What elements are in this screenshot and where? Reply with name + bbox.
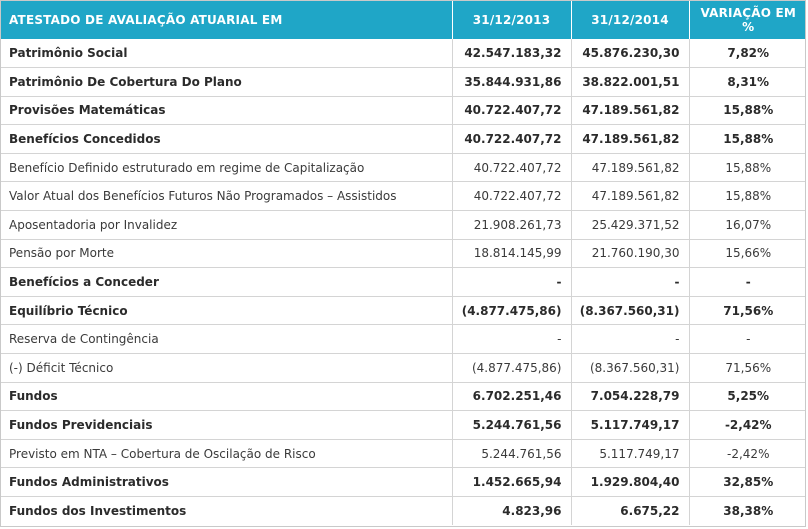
value-2014: 21.760.190,30: [571, 239, 690, 269]
table-row: Benefícios a Conceder - - -: [1, 267, 805, 297]
row-label: Provisões Matemáticas: [1, 96, 453, 126]
variation-percent: 15,88%: [689, 153, 805, 183]
table-row: Patrimônio Social 42.547.183,32 45.876.230…: [1, 39, 805, 69]
value-2014: (8.367.560,31): [571, 296, 690, 326]
variation-percent: 15,66%: [689, 239, 805, 269]
value-2013: 6.702.251,46: [452, 382, 572, 412]
row-label: Aposentadoria por Invalidez: [1, 210, 453, 240]
variation-percent: 71,56%: [689, 353, 805, 383]
row-label: Fundos: [1, 382, 453, 412]
value-2014: 7.054.228,79: [571, 382, 690, 412]
table-row: Patrimônio De Cobertura Do Plano 35.844.9…: [1, 67, 805, 97]
value-2014: -: [571, 267, 690, 297]
table-row: Aposentadoria por Invalidez 21.908.261,73…: [1, 210, 805, 240]
row-label: Previsto em NTA – Cobertura de Oscilação…: [1, 439, 453, 469]
value-2014: (8.367.560,31): [571, 353, 690, 383]
value-2013: 40.722.407,72: [452, 153, 572, 183]
row-label: Fundos Administrativos: [1, 467, 453, 497]
value-2013: 18.814.145,99: [452, 239, 572, 269]
header-row: ATESTADO DE AVALIAÇÃO ATUARIAL EM 31/12/…: [1, 1, 805, 39]
value-2013: 5.244.761,56: [452, 439, 572, 469]
table-row: Benefício Definido estruturado em regime…: [1, 153, 805, 183]
table-row: Pensão por Morte 18.814.145,99 21.760.190,…: [1, 239, 805, 269]
value-2013: 1.452.665,94: [452, 467, 572, 497]
variation-percent: 7,82%: [689, 39, 805, 69]
header-2013: 31/12/2013: [452, 1, 572, 39]
value-2014: 47.189.561,82: [571, 181, 690, 212]
table-row: Previsto em NTA – Cobertura de Oscilação…: [1, 439, 805, 469]
row-label: Pensão por Morte: [1, 239, 453, 269]
variation-percent: 15,88%: [689, 181, 805, 212]
variation-percent: -: [689, 324, 805, 355]
value-2013: 40.722.407,72: [452, 96, 572, 126]
header-variation: VARIAÇÃO EM %: [689, 1, 805, 39]
value-2013: 40.722.407,72: [452, 181, 572, 212]
variation-percent: 8,31%: [689, 67, 805, 97]
row-label: Equilíbrio Técnico: [1, 296, 453, 326]
value-2013: (4.877.475,86): [452, 353, 572, 383]
table-row: Fundos Previdenciais 5.244.761,56 5.117.74…: [1, 410, 805, 440]
value-2013: 21.908.261,73: [452, 210, 572, 240]
row-label: Reserva de Contingência: [1, 324, 453, 355]
row-label: Benefícios Concedidos: [1, 124, 453, 154]
value-2013: 42.547.183,32: [452, 39, 572, 69]
header-2014: 31/12/2014: [571, 1, 690, 39]
value-2014: 1.929.804,40: [571, 467, 690, 497]
table-row: Benefícios Concedidos 40.722.407,72 47.189…: [1, 124, 805, 154]
variation-percent: -2,42%: [689, 410, 805, 440]
value-2013: 35.844.931,86: [452, 67, 572, 97]
table-header: ATESTADO DE AVALIAÇÃO ATUARIAL EM 31/12/…: [1, 1, 805, 39]
row-label: (-) Déficit Técnico: [1, 353, 453, 383]
value-2013: 5.244.761,56: [452, 410, 572, 440]
row-label: Valor Atual dos Benefícios Futuros Não P…: [1, 181, 453, 212]
variation-percent: 15,88%: [689, 124, 805, 154]
row-label: Patrimônio De Cobertura Do Plano: [1, 67, 453, 97]
variation-percent: 5,25%: [689, 382, 805, 412]
table-row: Fundos dos Investimentos 4.823,96 6.675,22…: [1, 496, 805, 526]
value-2014: 38.822.001,51: [571, 67, 690, 97]
value-2014: 6.675,22: [571, 496, 690, 526]
value-2014: 47.189.561,82: [571, 124, 690, 154]
variation-percent: 16,07%: [689, 210, 805, 240]
value-2014: 47.189.561,82: [571, 96, 690, 126]
value-2014: 47.189.561,82: [571, 153, 690, 183]
value-2014: -: [571, 324, 690, 355]
value-2014: 5.117.749,17: [571, 439, 690, 469]
value-2014: 45.876.230,30: [571, 39, 690, 69]
table-row: Equilíbrio Técnico (4.877.475,86) (8.367.5…: [1, 296, 805, 326]
table-row: Valor Atual dos Benefícios Futuros Não P…: [1, 181, 805, 212]
table-row: Provisões Matemáticas 40.722.407,72 47.189…: [1, 96, 805, 126]
table-row: (-) Déficit Técnico (4.877.475,86) (8.367.…: [1, 353, 805, 383]
value-2013: -: [452, 324, 572, 355]
row-label: Fundos Previdenciais: [1, 410, 453, 440]
row-label: Benefício Definido estruturado em regime…: [1, 153, 453, 183]
variation-percent: 38,38%: [723, 504, 774, 519]
row-label: Fundos dos Investimentos: [1, 496, 453, 526]
table-row: Fundos Administrativos 1.452.665,94 1.929.…: [1, 467, 805, 497]
value-2014: 25.429.371,52: [571, 210, 690, 240]
variation-percent: 32,85%: [689, 467, 805, 497]
variation-percent: -2,42%: [689, 439, 805, 469]
variation-percent: -: [689, 267, 805, 297]
value-2013: 40.722.407,72: [452, 124, 572, 154]
value-2014: 5.117.749,17: [571, 410, 690, 440]
table-body: Patrimônio Social 42.547.183,32 45.876.230…: [1, 39, 805, 526]
table-row: Reserva de Contingência - - -: [1, 324, 805, 355]
variation-percent: 15,88%: [689, 96, 805, 126]
row-label: Patrimônio Social: [1, 39, 453, 69]
variation-percent: 71,56%: [689, 296, 805, 326]
row-label: Benefícios a Conceder: [1, 267, 453, 297]
value-2013: -: [452, 267, 572, 297]
value-2013: 4.823,96: [452, 496, 572, 526]
table-row: Fundos 6.702.251,46 7.054.228,79 5,25%: [1, 382, 805, 412]
value-2013: (4.877.475,86): [452, 296, 572, 326]
header-description: ATESTADO DE AVALIAÇÃO ATUARIAL EM: [1, 1, 453, 39]
